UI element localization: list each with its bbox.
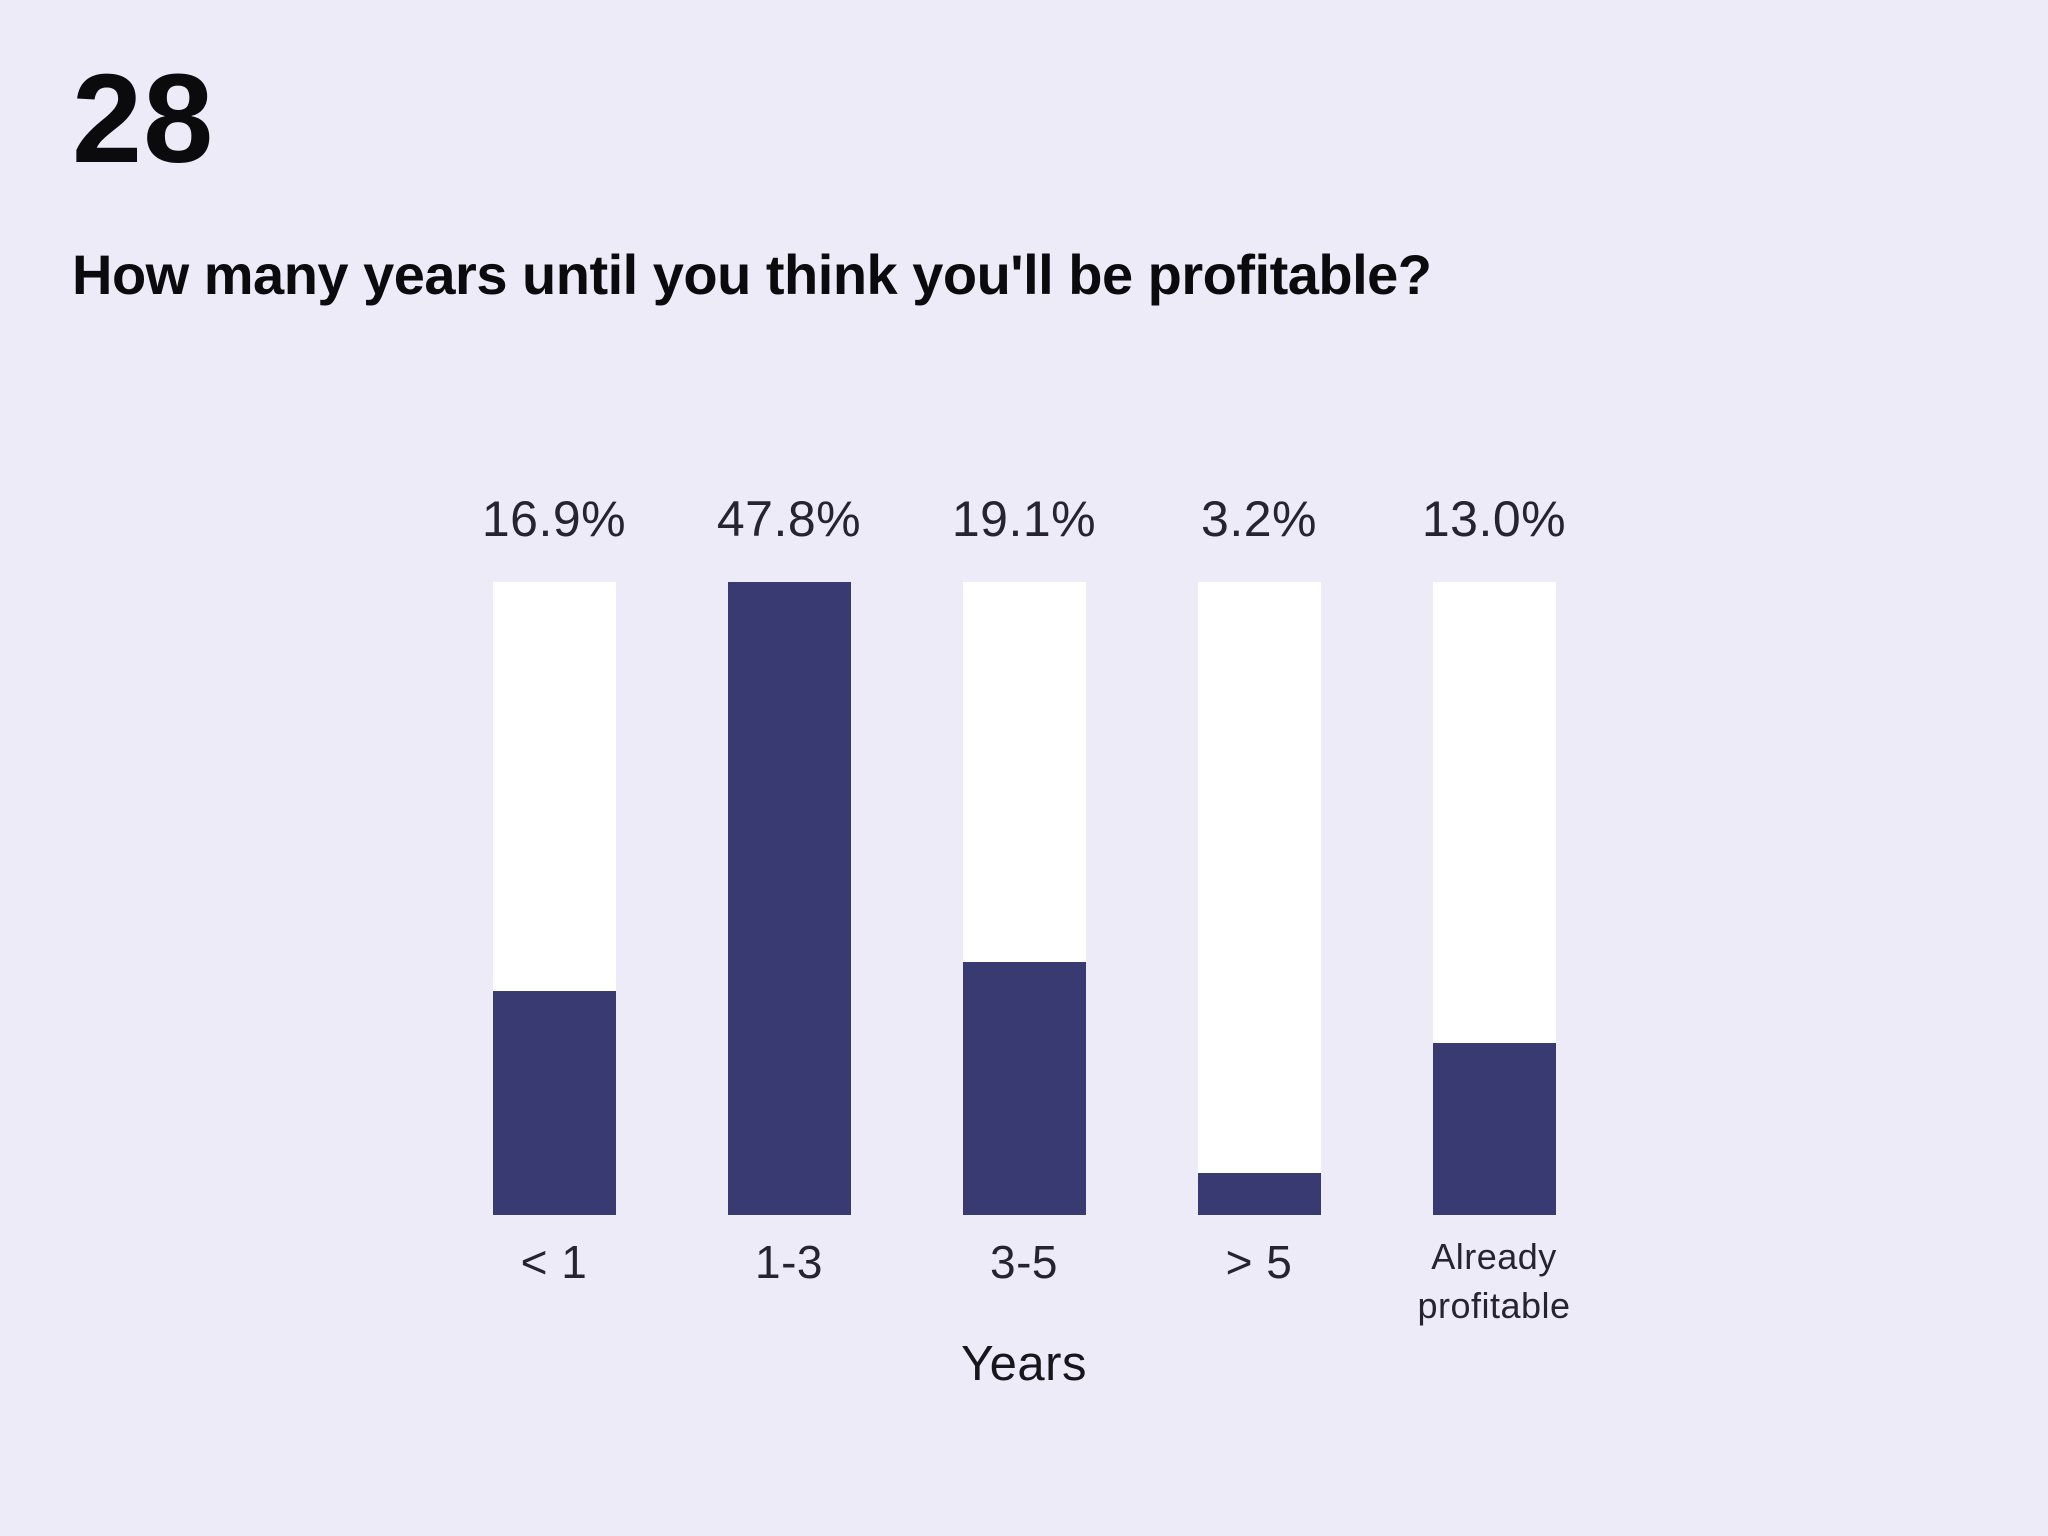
category-label: > 5 [1225,1236,1293,1288]
bar-fill [1432,1042,1556,1215]
bar-column-gt5: 3.2% > 5 [1197,494,1321,1293]
bar-track [1432,582,1556,1215]
category-label: 1-3 [755,1236,823,1288]
bar-column-1-3: 47.8% 1-3 [717,494,861,1293]
bar-fill [1197,1172,1321,1215]
bar-track [1197,582,1321,1215]
bar-track [727,582,851,1215]
bar-fill [962,962,1086,1215]
bar-columns: 16.9% < 1 47.8% 1-3 19.1% 3-5 [0,494,2048,1330]
bar-column-3-5: 19.1% 3-5 [952,494,1096,1293]
question-title: How many years until you think you'll be… [72,243,1432,306]
x-axis-label: Years [960,1337,1087,1392]
bar-track [492,582,616,1215]
question-number: 28 [72,48,215,189]
value-label: 13.0% [1421,491,1567,547]
bar-fill [492,991,616,1215]
value-label: 3.2% [1201,491,1317,547]
category-label: 3-5 [990,1236,1058,1288]
bar-track [962,582,1086,1215]
bar-fill [727,582,851,1215]
bar-column-lt1: 16.9% < 1 [482,494,626,1293]
value-label: 19.1% [951,491,1097,547]
bar-chart: 16.9% < 1 47.8% 1-3 19.1% 3-5 [0,494,2048,1392]
category-label: Already profitable [1417,1236,1571,1326]
category-label: < 1 [520,1236,588,1288]
value-label: 47.8% [716,491,862,547]
bar-column-already-profitable: 13.0% Already profitable [1417,494,1570,1330]
value-label: 16.9% [481,491,627,547]
